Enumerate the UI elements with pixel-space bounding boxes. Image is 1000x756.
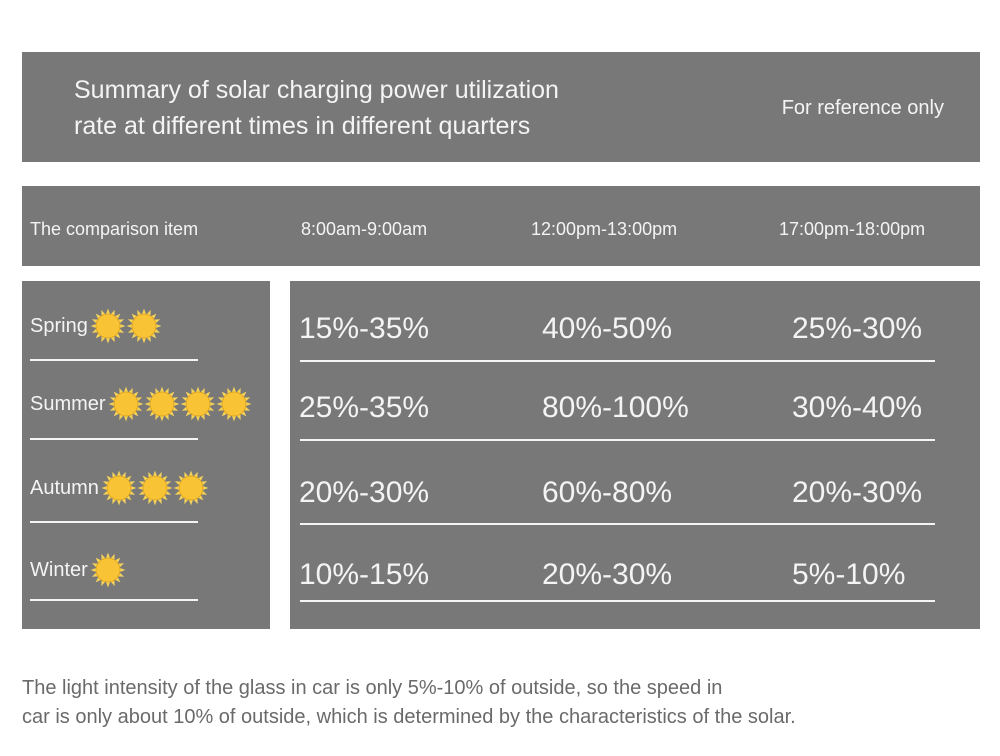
table-header: The comparison item 8:00am-9:00am 12:00p… xyxy=(22,186,980,266)
season-summer: Summer xyxy=(30,386,252,422)
season-winter: Winter xyxy=(30,552,126,588)
sun-icon xyxy=(216,386,252,422)
sun-rating xyxy=(90,552,126,588)
sun-icon xyxy=(180,386,216,422)
header-comparison-item: The comparison item xyxy=(30,219,199,239)
sun-icon xyxy=(90,308,126,344)
row-divider xyxy=(300,523,935,525)
sun-rating xyxy=(90,308,162,344)
cell-spring-morning: 15%-35% xyxy=(299,312,430,345)
header-evening: 17:00pm-18:00pm xyxy=(779,219,926,239)
season-label: Winter xyxy=(30,558,88,581)
cell-autumn-noon: 60%-80% xyxy=(542,476,673,509)
sun-icon xyxy=(137,470,173,506)
reference-note: For reference only xyxy=(781,97,944,119)
sun-rating xyxy=(101,470,209,506)
values-grid: 15%-35% 40%-50% 25%-30% 25%-35% 80%-100%… xyxy=(290,281,980,629)
row-divider xyxy=(30,599,198,601)
title-banner: Summary of solar charging power utilizat… xyxy=(22,52,980,162)
season-column: Spring Summer Autumn Winter xyxy=(22,281,270,629)
footnote: The light intensity of the glass in car … xyxy=(22,674,796,732)
footnote-line-2: car is only about 10% of outside, which … xyxy=(22,706,796,728)
row-divider xyxy=(30,438,198,440)
cell-autumn-evening: 20%-30% xyxy=(792,476,923,509)
row-divider xyxy=(300,600,935,602)
header-noon: 12:00pm-13:00pm xyxy=(531,219,678,239)
sun-icon xyxy=(101,470,137,506)
season-autumn: Autumn xyxy=(30,470,209,506)
season-label: Spring xyxy=(30,314,88,337)
sun-icon xyxy=(108,386,144,422)
sun-rating xyxy=(108,386,252,422)
title-line-1: Summary of solar charging power utilizat… xyxy=(74,76,559,104)
season-label: Summer xyxy=(30,392,106,415)
season-label: Autumn xyxy=(30,476,99,499)
cell-winter-morning: 10%-15% xyxy=(299,558,430,591)
cell-winter-noon: 20%-30% xyxy=(542,558,673,591)
row-divider xyxy=(300,439,935,441)
cell-winter-evening: 5%-10% xyxy=(792,558,906,591)
title-line-2: rate at different times in different qua… xyxy=(74,112,531,140)
cell-summer-morning: 25%-35% xyxy=(299,391,430,424)
page-title: Summary of solar charging power utilizat… xyxy=(74,72,559,144)
cell-autumn-morning: 20%-30% xyxy=(299,476,430,509)
sun-icon xyxy=(90,552,126,588)
header-morning: 8:00am-9:00am xyxy=(301,219,428,239)
cell-summer-evening: 30%-40% xyxy=(792,391,923,424)
cell-summer-noon: 80%-100% xyxy=(542,391,689,424)
cell-spring-evening: 25%-30% xyxy=(792,312,923,345)
sun-icon xyxy=(173,470,209,506)
sun-icon xyxy=(144,386,180,422)
cell-spring-noon: 40%-50% xyxy=(542,312,673,345)
row-divider xyxy=(300,360,935,362)
sun-icon xyxy=(126,308,162,344)
row-divider xyxy=(30,359,198,361)
footnote-line-1: The light intensity of the glass in car … xyxy=(22,677,723,699)
row-divider xyxy=(30,521,198,523)
season-spring: Spring xyxy=(30,308,162,344)
